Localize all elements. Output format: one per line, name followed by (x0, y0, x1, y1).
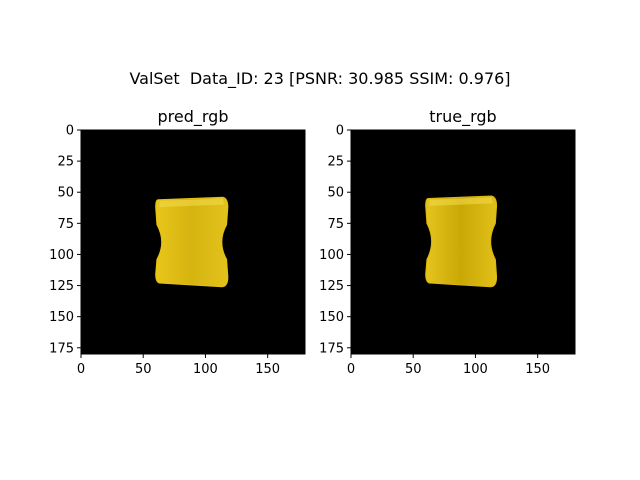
y-tick-label: 150 (49, 310, 74, 325)
panel-title: pred_rgb (158, 107, 229, 127)
y-tick-label: 125 (49, 279, 74, 294)
y-tick-label: 100 (49, 248, 74, 263)
y-tick-label: 175 (319, 341, 344, 356)
y-tick-label: 50 (57, 186, 74, 201)
axes-frame (80, 129, 306, 355)
panel-title: true_rgb (429, 107, 496, 127)
axes-frame (350, 129, 576, 355)
y-tick-label: 125 (319, 279, 344, 294)
x-tick-label: 50 (135, 362, 152, 377)
y-tick-label: 100 (319, 248, 344, 263)
object-highlight (159, 198, 225, 208)
x-tick-label: 150 (525, 362, 550, 377)
x-tick-label: 100 (193, 362, 218, 377)
panel-1: pred_rgb 0 50 100 150 0 25 50 75 100 125 150 175 (49, 107, 306, 377)
y-tick-label: 25 (327, 155, 344, 170)
y-tick-label: 150 (319, 310, 344, 325)
object-highlight (429, 197, 493, 206)
y-tick-label: 175 (49, 341, 74, 356)
y-tick-label: 0 (336, 124, 344, 139)
panel-2: true_rgb 0 50 100 150 0 25 50 75 100 125 150 175 (319, 107, 576, 377)
x-tick-label: 100 (463, 362, 488, 377)
hourglass-object (155, 196, 229, 288)
x-tick-label: 0 (77, 362, 85, 377)
figure-suptitle: ValSet Data_ID: 23 [PSNR: 30.985 SSIM: 0… (129, 69, 511, 88)
x-tick-label: 0 (347, 362, 355, 377)
y-tick-label: 75 (57, 217, 74, 232)
y-tick-label: 75 (327, 217, 344, 232)
x-tick-label: 150 (255, 362, 280, 377)
y-tick-label: 0 (66, 124, 74, 139)
hourglass-object (425, 195, 498, 288)
y-tick-label: 25 (57, 155, 74, 170)
x-tick-label: 50 (405, 362, 422, 377)
y-tick-label: 50 (327, 186, 344, 201)
